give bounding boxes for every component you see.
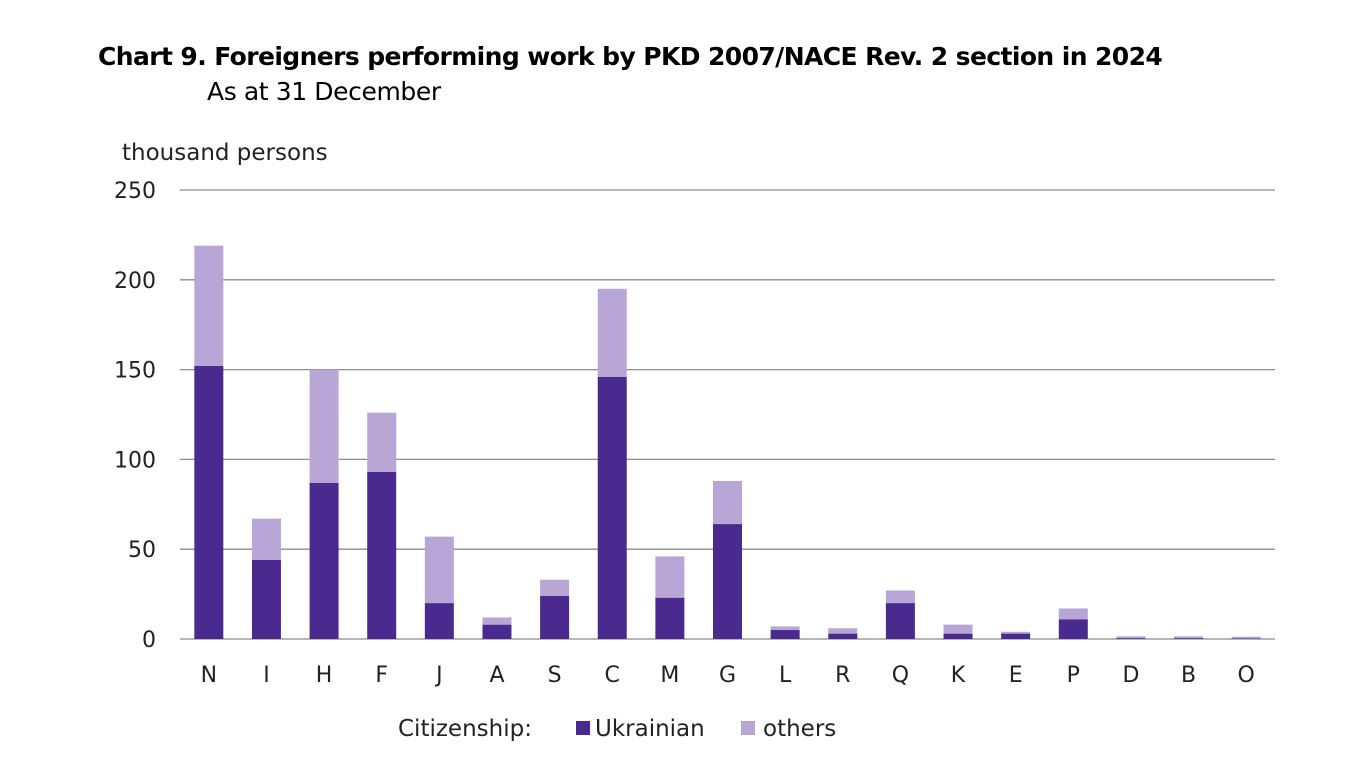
bar-Q-others [885,590,915,604]
bar-C-ukrainian [597,376,627,639]
bars [194,245,1261,639]
y-tick-label: 50 [128,538,156,563]
bar-J-others [424,536,454,604]
x-tick-label-I: I [263,663,270,688]
x-tick-label-G: G [719,663,736,688]
bar-N-others [194,245,224,367]
bar-S-others [540,579,570,596]
y-axis-ticks: 0 50 100 150 200 250 [114,179,156,653]
x-tick-label-O: O [1238,663,1255,688]
y-tick-label: 200 [114,269,156,294]
bar-S-ukrainian [540,595,570,639]
bar-K-ukrainian [943,633,973,639]
legend: Citizenship: Ukrainian others [398,716,836,742]
bar-M-ukrainian [655,597,685,639]
bar-E-ukrainian [1001,633,1031,639]
x-tick-label-Q: Q [892,663,909,688]
x-tick-label-J: J [434,663,443,688]
y-tick-label: 100 [114,448,156,473]
chart-subtitle: As at 31 December [207,77,441,106]
bar-F-others [367,412,397,472]
bar-G-ukrainian [713,524,742,639]
legend-swatch-others [741,721,755,735]
x-tick-label-A: A [489,663,504,688]
bar-I-ukrainian [251,559,281,639]
bar-M-others [655,556,685,598]
bar-D-others [1116,636,1146,639]
bar-Q-ukrainian [885,603,915,639]
x-tick-label-F: F [375,663,388,688]
bar-J-ukrainian [424,603,454,639]
y-tick-label: 250 [114,179,156,204]
bar-O-others [1231,636,1261,639]
x-tick-label-L: L [779,663,792,688]
bar-B-others [1174,636,1204,639]
bar-G-others [713,480,742,525]
bar-A-others [482,617,512,625]
x-tick-label-H: H [316,663,333,688]
legend-swatch-ukrainian [576,721,590,735]
bar-H-ukrainian [309,482,339,639]
y-axis-label: thousand persons [122,140,328,166]
bar-P-others [1058,608,1088,620]
bar-E-others [1001,631,1031,634]
x-tick-label-R: R [835,663,850,688]
x-tick-label-P: P [1067,663,1080,688]
x-tick-label-B: B [1181,663,1196,688]
x-tick-label-E: E [1009,663,1023,688]
bar-D-ukrainian [1116,638,1146,639]
bar-C-others [597,288,627,377]
bar-K-others [943,624,973,634]
x-tick-label-K: K [951,663,966,688]
bar-O-ukrainian [1231,638,1261,639]
bar-N-ukrainian [194,366,224,639]
y-tick-label: 0 [142,628,156,653]
bar-H-others [309,369,339,483]
bar-A-ukrainian [482,624,512,639]
bar-B-ukrainian [1174,638,1204,639]
bar-F-ukrainian [367,471,397,639]
x-tick-label-D: D [1122,663,1139,688]
legend-label-ukrainian: Ukrainian [595,716,705,742]
y-tick-label: 150 [114,359,156,384]
bar-R-others [828,628,858,634]
x-tick-label-C: C [605,663,620,688]
bar-P-ukrainian [1058,619,1088,639]
x-tick-label-M: M [660,663,679,688]
chart-title: Chart 9. Foreigners performing work by P… [98,42,1163,71]
legend-title: Citizenship: [398,716,532,742]
bar-R-ukrainian [828,633,858,639]
legend-label-others: others [763,716,836,742]
x-tick-label-N: N [201,663,217,688]
bar-L-others [770,626,800,631]
x-tick-label-S: S [548,663,562,688]
bar-I-others [251,518,281,560]
bar-L-ukrainian [770,630,800,639]
